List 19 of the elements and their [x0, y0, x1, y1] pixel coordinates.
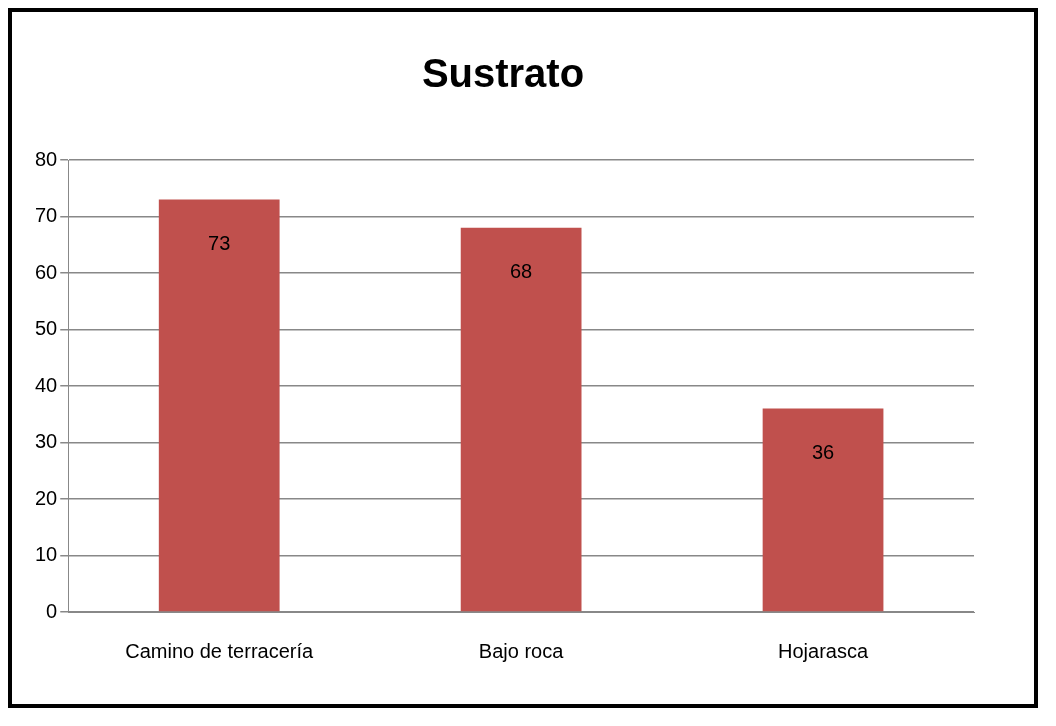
y-tick-label: 30: [35, 430, 58, 453]
x-tick-label: Hojarasca: [778, 639, 869, 662]
bar: [460, 227, 582, 612]
y-tick-label: 40: [35, 373, 58, 396]
bar: [158, 199, 280, 612]
chart-title: Sustrato: [421, 51, 585, 96]
y-tick-label: 50: [35, 317, 58, 340]
y-tick-label: 20: [35, 486, 58, 509]
y-tick-label: 60: [35, 260, 58, 283]
y-tick-label: 10: [35, 543, 58, 566]
y-tick-label: 80: [35, 147, 58, 170]
data-label: 68: [510, 260, 533, 283]
x-tick-label: Bajo roca: [478, 639, 565, 662]
bar: [762, 408, 884, 612]
data-label: 73: [208, 232, 231, 255]
y-tick-label: 70: [35, 204, 58, 227]
x-tick-label: Camino de terracería: [125, 639, 315, 662]
y-tick-label: 0: [46, 599, 58, 622]
data-label: 36: [811, 441, 835, 464]
